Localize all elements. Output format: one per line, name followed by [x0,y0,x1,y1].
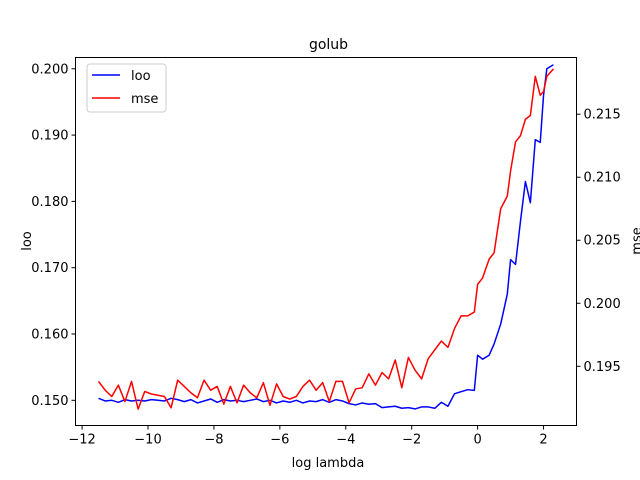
left-y-tick-label: 0.150 [31,394,68,409]
left-y-axis-label: loo [20,231,35,251]
series-line-mse [97,68,554,410]
legend-label-loo: loo [131,69,151,84]
series-layer [97,64,554,410]
x-axis: −12 −10 −8 −6 −4 −2 0 2 [68,425,548,448]
left-y-tick-label: 0.190 [31,129,68,144]
legend-label-mse: mse [131,92,158,107]
legend-box [86,63,167,113]
right-y-tick-label: 0.215 [584,108,621,123]
right-y-tick-label: 0.210 [584,171,621,186]
left-y-axis: 0.150 0.160 0.170 0.180 0.190 0.200 [31,62,76,409]
right-y-axis-label: mse [630,227,640,254]
x-tick-label: −2 [402,433,421,448]
x-axis-label: log lambda [292,456,365,471]
x-tick-label: −4 [336,433,355,448]
chart-title: golub [309,37,348,53]
x-tick-label: −12 [68,433,95,448]
x-tick-label: −8 [204,433,223,448]
left-y-tick-label: 0.170 [31,261,68,276]
right-y-tick-label: 0.200 [584,297,621,312]
series-line-loo [98,64,554,410]
x-tick-label: 0 [473,433,481,448]
right-y-tick-label: 0.195 [584,360,621,375]
legend: loo mse [86,63,167,113]
right-y-axis: 0.195 0.200 0.205 0.210 0.215 [576,108,621,375]
left-y-tick-label: 0.160 [31,327,68,342]
x-tick-label: 2 [539,433,547,448]
left-y-tick-label: 0.200 [31,62,68,77]
x-tick-label: −10 [134,433,161,448]
right-y-tick-label: 0.205 [584,234,621,249]
x-tick-label: −6 [270,433,289,448]
left-y-tick-label: 0.180 [31,195,68,210]
plot-frame [75,57,577,426]
